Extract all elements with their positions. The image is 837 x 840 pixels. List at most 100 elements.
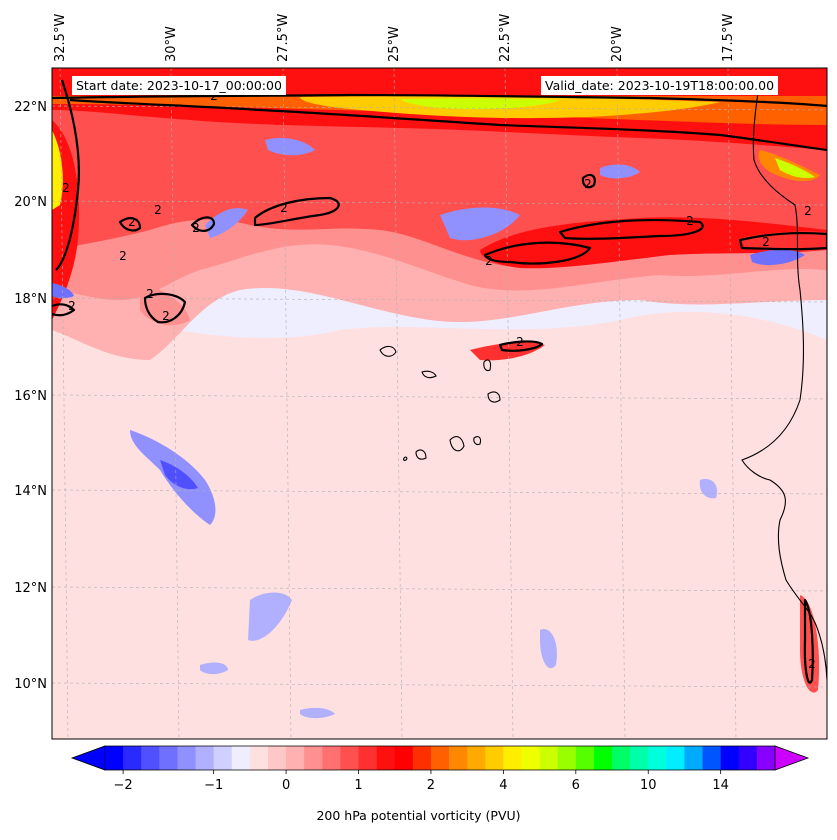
- colorbar-tick-label: 6: [572, 778, 580, 793]
- pv-area-deep-blue: [160, 460, 198, 490]
- meridian-gridline: [282, 68, 292, 739]
- contour-label: 2: [808, 657, 816, 671]
- pv-area-blue: [750, 249, 805, 266]
- pv-area-light-pink: [52, 410, 386, 739]
- colorbar-bin: [105, 746, 124, 770]
- coastline-island: [449, 436, 465, 452]
- latitude-labels: 22°N 20°N 18°N 16°N 14°N 12°N 10°N: [14, 100, 47, 692]
- colorbar-bin: [159, 746, 178, 770]
- colorbar-tick-label: 0: [282, 778, 290, 793]
- pv-contour-line: [69, 98, 827, 152]
- colorbar-title: 200 hPa potential vorticity (PVU): [316, 808, 521, 823]
- contour-label: 2: [686, 214, 694, 228]
- pv-contours: [52, 79, 827, 684]
- latitude-label: 18°N: [14, 292, 47, 307]
- contour-label: 2: [154, 203, 162, 217]
- pv-contour-line: [253, 196, 340, 227]
- colorbar-bin: [648, 746, 667, 770]
- pv-area-yellow-green: [400, 98, 560, 110]
- coastline-island: [421, 370, 437, 379]
- colorbar-bin: [267, 746, 287, 770]
- colorbar-bin: [123, 746, 142, 770]
- pv-contour-line: [483, 241, 592, 265]
- colorbar-bin: [213, 746, 233, 770]
- meridian-gridline: [727, 68, 737, 739]
- colorbar-bin: [539, 746, 559, 770]
- colorbar-tick-label: 14: [712, 778, 729, 793]
- colorbar-bin: [557, 746, 577, 770]
- coastline-island: [379, 345, 397, 357]
- contour-label: 2: [62, 181, 70, 195]
- longitude-label: 30°W: [164, 26, 179, 62]
- contour-label: 2: [119, 249, 127, 263]
- contour-label: 2: [485, 254, 493, 268]
- contour-label: 2: [516, 335, 524, 349]
- longitude-label: 25°W: [387, 26, 402, 62]
- colorbar-bin: [358, 746, 378, 770]
- start-date-label: Start date: 2023-10-17_00:00:00: [72, 76, 286, 95]
- coastline-island: [415, 449, 427, 460]
- longitude-label: 32.5°W: [53, 14, 68, 62]
- contour-label: 2: [584, 177, 592, 191]
- colorbar-tick-label: 2: [427, 778, 435, 793]
- colorbar-tick-label: 1: [354, 778, 362, 793]
- colorbar-bin: [756, 746, 776, 770]
- pv-area-blue: [248, 592, 292, 641]
- colorbar-tick-label: −2: [114, 778, 133, 793]
- colorbar-tick-label: −1: [204, 778, 223, 793]
- colorbar-bin: [575, 746, 595, 770]
- colorbar-bin: [322, 746, 341, 770]
- colorbar-bin: [503, 746, 522, 770]
- contour-label: 2: [162, 309, 170, 323]
- colorbar-tick-label: 10: [640, 778, 657, 793]
- longitude-label: 20°W: [610, 26, 625, 62]
- colorbar-bin: [467, 746, 486, 770]
- pv-area-blue: [600, 164, 640, 179]
- colorbar-tick-label: 4: [499, 778, 507, 793]
- colorbar-bin: [195, 746, 215, 770]
- meridian-gridline: [393, 68, 403, 739]
- colorbar-bin: [376, 746, 396, 770]
- contour-label: 2: [804, 204, 812, 218]
- colorbar-bin: [630, 746, 649, 770]
- valid-date-label: Valid_date: 2023-10-19T18:00:00.00: [541, 76, 779, 95]
- contour-label: 2: [146, 287, 154, 301]
- pv-area-yellow: [52, 130, 63, 210]
- pv-contour-line: [498, 340, 544, 352]
- contour-label: 2: [128, 215, 136, 229]
- latitude-label: 20°N: [14, 195, 47, 210]
- latitude-label: 14°N: [14, 484, 47, 499]
- colorbar-bin: [304, 746, 323, 770]
- pv-area-blue: [540, 629, 557, 669]
- longitude-labels: 32.5°W 30°W 27.5°W 25°W 22.5°W 20°W 17.5°W: [53, 14, 736, 62]
- colorbar: −2 −1 0 1 2 4 6 10 14: [70, 745, 810, 793]
- pv-area-blue: [205, 208, 248, 238]
- pv-contour-line: [118, 217, 142, 232]
- coastline-mainland: [741, 79, 827, 681]
- latitude-label: 12°N: [14, 581, 47, 596]
- map-frame: [51, 67, 828, 740]
- colorbar-bin: [141, 746, 160, 770]
- colorbar-bin: [430, 746, 450, 770]
- pv-area-salmon: [140, 280, 190, 326]
- gridlines: [52, 68, 827, 739]
- contour-label: 2: [762, 235, 770, 249]
- meridian-gridline: [59, 68, 69, 739]
- colorbar-bin: [684, 746, 703, 770]
- pv-area-yellow-green: [775, 158, 815, 179]
- pv-contour-line: [52, 303, 76, 317]
- longitude-label: 22.5°W: [498, 14, 513, 62]
- latitude-label: 16°N: [14, 389, 47, 404]
- pv-area-blue: [440, 207, 520, 241]
- pv-contour-line: [558, 219, 704, 240]
- contour-label: 2: [68, 299, 76, 313]
- pv-contour-line: [803, 598, 814, 684]
- pv-contour-line: [190, 216, 216, 232]
- meridian-gridline: [170, 68, 180, 739]
- latitude-label: 22°N: [14, 100, 47, 115]
- colorbar-under-arrow: [70, 745, 106, 771]
- meridian-gridline: [504, 68, 514, 739]
- colorbar-bin: [485, 746, 504, 770]
